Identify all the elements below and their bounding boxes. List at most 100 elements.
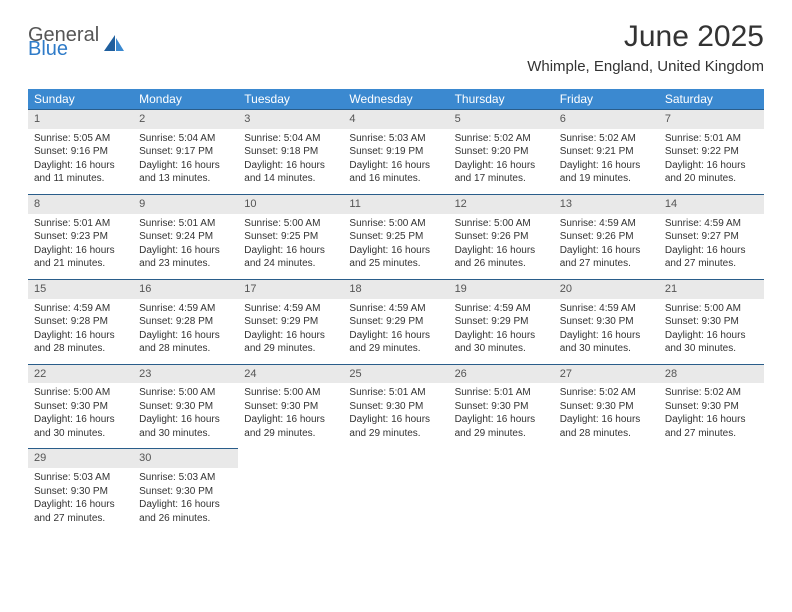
day-cell: .. xyxy=(554,448,659,533)
sunset-line: Sunset: 9:29 PM xyxy=(455,315,548,329)
sunset-line: Sunset: 9:29 PM xyxy=(349,315,442,329)
day-number: 5 xyxy=(449,109,554,129)
weekday-header: Tuesday xyxy=(238,89,343,109)
day-cell: .. xyxy=(449,448,554,533)
day-cell: 21Sunrise: 5:00 AMSunset: 9:30 PMDayligh… xyxy=(659,279,764,364)
day-cell: 12Sunrise: 5:00 AMSunset: 9:26 PMDayligh… xyxy=(449,194,554,279)
day-number: 18 xyxy=(343,279,448,299)
sunset-line: Sunset: 9:22 PM xyxy=(665,145,758,159)
day-number: 27 xyxy=(554,364,659,384)
page-title: June 2025 xyxy=(527,20,764,54)
day-number: 17 xyxy=(238,279,343,299)
sunrise-line: Sunrise: 5:02 AM xyxy=(665,386,758,400)
sunrise-line: Sunrise: 4:59 AM xyxy=(665,217,758,231)
sunset-line: Sunset: 9:25 PM xyxy=(244,230,337,244)
day-number: 25 xyxy=(343,364,448,384)
day-body: Sunrise: 5:02 AMSunset: 9:30 PMDaylight:… xyxy=(554,383,659,448)
sunset-line: Sunset: 9:30 PM xyxy=(349,400,442,414)
day-number: 1 xyxy=(28,109,133,129)
day-body: Sunrise: 5:01 AMSunset: 9:23 PMDaylight:… xyxy=(28,214,133,279)
sunrise-line: Sunrise: 5:02 AM xyxy=(560,386,653,400)
daylight-line: Daylight: 16 hours and 21 minutes. xyxy=(34,244,127,271)
sunrise-line: Sunrise: 4:59 AM xyxy=(349,302,442,316)
daylight-line: Daylight: 16 hours and 30 minutes. xyxy=(139,413,232,440)
day-cell: .. xyxy=(659,448,764,533)
weekday-header: Sunday xyxy=(28,89,133,109)
day-cell: 19Sunrise: 4:59 AMSunset: 9:29 PMDayligh… xyxy=(449,279,554,364)
sunset-line: Sunset: 9:30 PM xyxy=(560,400,653,414)
day-cell: 26Sunrise: 5:01 AMSunset: 9:30 PMDayligh… xyxy=(449,364,554,449)
day-cell: .. xyxy=(343,448,448,533)
sunrise-line: Sunrise: 5:00 AM xyxy=(34,386,127,400)
day-body: Sunrise: 5:03 AMSunset: 9:30 PMDaylight:… xyxy=(133,468,238,533)
day-cell: 2Sunrise: 5:04 AMSunset: 9:17 PMDaylight… xyxy=(133,109,238,194)
day-body: Sunrise: 5:00 AMSunset: 9:30 PMDaylight:… xyxy=(238,383,343,448)
daylight-line: Daylight: 16 hours and 27 minutes. xyxy=(665,413,758,440)
sunset-line: Sunset: 9:30 PM xyxy=(139,485,232,499)
sunset-line: Sunset: 9:28 PM xyxy=(34,315,127,329)
day-body: Sunrise: 5:00 AMSunset: 9:30 PMDaylight:… xyxy=(28,383,133,448)
day-cell: 6Sunrise: 5:02 AMSunset: 9:21 PMDaylight… xyxy=(554,109,659,194)
calendar-table: Sunday Monday Tuesday Wednesday Thursday… xyxy=(28,89,764,533)
daylight-line: Daylight: 16 hours and 24 minutes. xyxy=(244,244,337,271)
daylight-line: Daylight: 16 hours and 28 minutes. xyxy=(139,329,232,356)
daylight-line: Daylight: 16 hours and 28 minutes. xyxy=(560,413,653,440)
sunset-line: Sunset: 9:21 PM xyxy=(560,145,653,159)
sunrise-line: Sunrise: 5:01 AM xyxy=(455,386,548,400)
sunrise-line: Sunrise: 5:00 AM xyxy=(349,217,442,231)
day-number: 12 xyxy=(449,194,554,214)
day-body: Sunrise: 5:00 AMSunset: 9:26 PMDaylight:… xyxy=(449,214,554,279)
weekday-header: Saturday xyxy=(659,89,764,109)
week-row: 8Sunrise: 5:01 AMSunset: 9:23 PMDaylight… xyxy=(28,194,764,279)
day-cell: 4Sunrise: 5:03 AMSunset: 9:19 PMDaylight… xyxy=(343,109,448,194)
day-cell: 1Sunrise: 5:05 AMSunset: 9:16 PMDaylight… xyxy=(28,109,133,194)
day-number: 29 xyxy=(28,448,133,468)
daylight-line: Daylight: 16 hours and 23 minutes. xyxy=(139,244,232,271)
daylight-line: Daylight: 16 hours and 27 minutes. xyxy=(665,244,758,271)
day-cell: 30Sunrise: 5:03 AMSunset: 9:30 PMDayligh… xyxy=(133,448,238,533)
sunrise-line: Sunrise: 5:03 AM xyxy=(139,471,232,485)
day-body: Sunrise: 4:59 AMSunset: 9:26 PMDaylight:… xyxy=(554,214,659,279)
sunrise-line: Sunrise: 5:00 AM xyxy=(244,217,337,231)
day-cell: 11Sunrise: 5:00 AMSunset: 9:25 PMDayligh… xyxy=(343,194,448,279)
sunset-line: Sunset: 9:19 PM xyxy=(349,145,442,159)
day-number: 2 xyxy=(133,109,238,129)
calendar-body: 1Sunrise: 5:05 AMSunset: 9:16 PMDaylight… xyxy=(28,109,764,533)
sunset-line: Sunset: 9:17 PM xyxy=(139,145,232,159)
sunrise-line: Sunrise: 5:03 AM xyxy=(349,132,442,146)
sunrise-line: Sunrise: 5:05 AM xyxy=(34,132,127,146)
daylight-line: Daylight: 16 hours and 29 minutes. xyxy=(244,413,337,440)
sunset-line: Sunset: 9:28 PM xyxy=(139,315,232,329)
sunrise-line: Sunrise: 4:59 AM xyxy=(455,302,548,316)
day-number: 13 xyxy=(554,194,659,214)
sunset-line: Sunset: 9:30 PM xyxy=(665,315,758,329)
logo-text: General Blue xyxy=(28,26,99,58)
sunset-line: Sunset: 9:20 PM xyxy=(455,145,548,159)
daylight-line: Daylight: 16 hours and 29 minutes. xyxy=(349,329,442,356)
daylight-line: Daylight: 16 hours and 30 minutes. xyxy=(560,329,653,356)
daylight-line: Daylight: 16 hours and 27 minutes. xyxy=(34,498,127,525)
day-number: 28 xyxy=(659,364,764,384)
week-row: 29Sunrise: 5:03 AMSunset: 9:30 PMDayligh… xyxy=(28,448,764,533)
location: Whimple, England, United Kingdom xyxy=(527,58,764,75)
sunrise-line: Sunrise: 5:01 AM xyxy=(665,132,758,146)
day-number: 6 xyxy=(554,109,659,129)
sunrise-line: Sunrise: 5:01 AM xyxy=(349,386,442,400)
day-body: Sunrise: 5:01 AMSunset: 9:22 PMDaylight:… xyxy=(659,129,764,194)
day-body: Sunrise: 5:01 AMSunset: 9:30 PMDaylight:… xyxy=(343,383,448,448)
daylight-line: Daylight: 16 hours and 26 minutes. xyxy=(455,244,548,271)
logo-sail-icon xyxy=(103,34,125,57)
day-cell: 14Sunrise: 4:59 AMSunset: 9:27 PMDayligh… xyxy=(659,194,764,279)
daylight-line: Daylight: 16 hours and 30 minutes. xyxy=(665,329,758,356)
day-cell: 9Sunrise: 5:01 AMSunset: 9:24 PMDaylight… xyxy=(133,194,238,279)
daylight-line: Daylight: 16 hours and 25 minutes. xyxy=(349,244,442,271)
weekday-header: Thursday xyxy=(449,89,554,109)
day-cell: 8Sunrise: 5:01 AMSunset: 9:23 PMDaylight… xyxy=(28,194,133,279)
week-row: 15Sunrise: 4:59 AMSunset: 9:28 PMDayligh… xyxy=(28,279,764,364)
day-number: 8 xyxy=(28,194,133,214)
day-cell: 10Sunrise: 5:00 AMSunset: 9:25 PMDayligh… xyxy=(238,194,343,279)
day-cell: 20Sunrise: 4:59 AMSunset: 9:30 PMDayligh… xyxy=(554,279,659,364)
daylight-line: Daylight: 16 hours and 16 minutes. xyxy=(349,159,442,186)
day-number: 11 xyxy=(343,194,448,214)
sunrise-line: Sunrise: 5:00 AM xyxy=(665,302,758,316)
